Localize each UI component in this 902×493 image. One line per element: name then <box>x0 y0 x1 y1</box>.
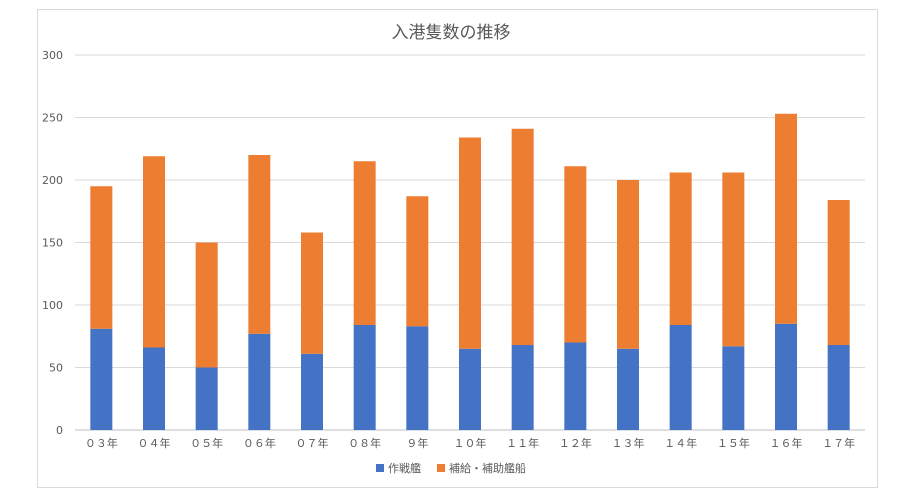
x-tick-label: １２年 <box>559 436 592 450</box>
y-tick-label: 50 <box>49 362 63 375</box>
bar-series-1 <box>90 328 113 430</box>
bar-series-1 <box>511 345 534 430</box>
bar-series-2 <box>564 166 587 343</box>
bar-series-1 <box>459 348 481 430</box>
bar-series-2 <box>301 232 323 354</box>
bar-series-1 <box>775 323 797 430</box>
x-tick-label: １４年 <box>664 436 697 450</box>
x-tick-label: ０３年 <box>85 436 118 450</box>
legend-item-series-2: 補給・補助艦船 <box>437 460 526 476</box>
x-tick-label: ９年 <box>406 436 428 450</box>
y-axis: 0 50 100 150 200 250 300 <box>42 49 63 437</box>
x-tick-label: １３年 <box>612 436 645 450</box>
x-tick-label: １７年 <box>822 436 855 450</box>
bar-series-1 <box>143 347 165 430</box>
x-tick-label: １０年 <box>454 436 487 450</box>
chart-title: 入港隻数の推移 <box>391 23 511 43</box>
bar-series-1 <box>722 346 745 430</box>
bar-series-1 <box>827 345 850 430</box>
y-tick-label: 300 <box>42 49 63 62</box>
y-tick-label: 150 <box>42 237 63 250</box>
bar-series-2 <box>617 180 639 349</box>
legend-swatch-series-1 <box>376 464 384 472</box>
bar-series-2 <box>459 137 481 349</box>
bar-series-2 <box>827 200 850 345</box>
x-tick-label: １５年 <box>717 436 750 450</box>
bar-series-2 <box>775 113 797 324</box>
bar-series-1 <box>301 353 323 430</box>
legend-item-series-1: 作戦艦 <box>376 460 421 476</box>
bar-series-2 <box>406 196 429 327</box>
x-tick-label: １６年 <box>770 436 803 450</box>
legend-label-series-1: 作戦艦 <box>388 462 421 475</box>
y-tick-label: 100 <box>42 299 63 312</box>
bar-series-1 <box>353 325 376 430</box>
bar-series-2 <box>195 242 218 368</box>
bar-series-2 <box>669 172 692 325</box>
bar-series-1 <box>617 348 639 430</box>
x-tick-label: ０６年 <box>243 436 276 450</box>
x-axis: ０３年 ０４年 ０５年 ０６年 ０７年 ０８年 ９年 １０年 １１年 １２年 １３年 １４年 １５年 １６… <box>85 436 855 450</box>
bar-series-1 <box>248 333 271 430</box>
bars <box>90 113 850 430</box>
x-tick-label: ０７年 <box>296 436 329 450</box>
bar-series-2 <box>353 161 376 325</box>
bar-series-2 <box>143 156 165 348</box>
legend: 作戦艦 補給・補助艦船 <box>0 460 902 476</box>
bar-series-1 <box>406 326 429 430</box>
bar-series-1 <box>564 342 587 430</box>
legend-label-series-2: 補給・補助艦船 <box>449 462 526 475</box>
y-tick-label: 200 <box>42 174 63 187</box>
bar-series-1 <box>195 367 218 430</box>
bar-series-1 <box>669 325 692 430</box>
bar-series-2 <box>248 155 271 334</box>
bar-series-2 <box>90 186 113 329</box>
y-tick-label: 0 <box>56 424 63 437</box>
y-tick-label: 250 <box>42 112 63 125</box>
x-tick-label: ０８年 <box>348 436 381 450</box>
bar-series-2 <box>722 172 745 347</box>
x-tick-label: ０４年 <box>138 436 171 450</box>
bar-series-2 <box>511 128 534 345</box>
legend-swatch-series-2 <box>437 464 445 472</box>
x-tick-label: ０５年 <box>190 436 223 450</box>
x-tick-label: １１年 <box>506 436 539 450</box>
